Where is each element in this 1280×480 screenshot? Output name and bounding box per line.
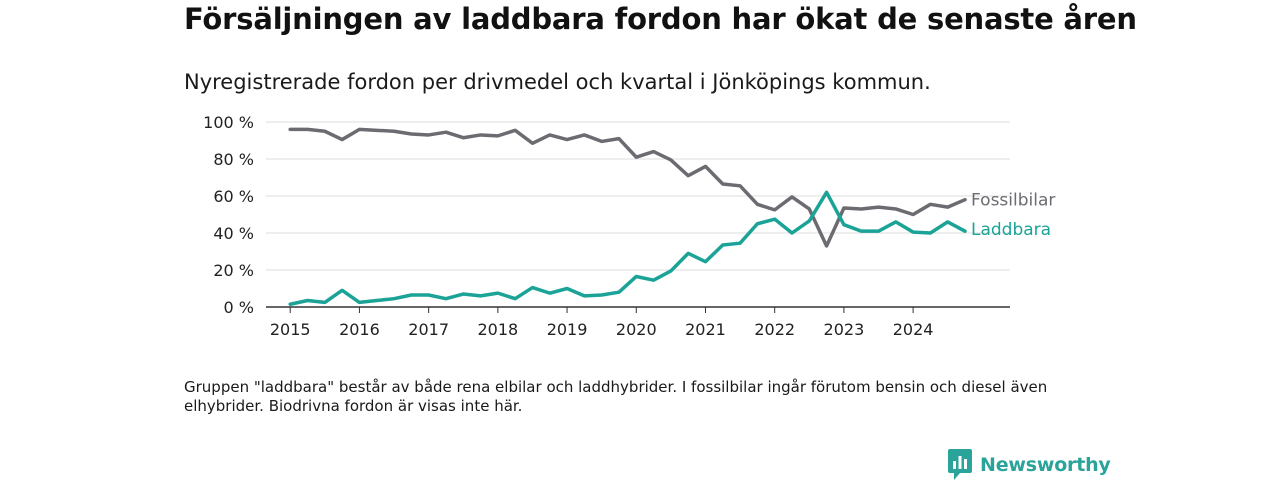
x-axis-ticks: 2015 2016 2017 2018 2019 2020 2021 2022 2023 2024 — [266, 306, 1010, 339]
series-label-fossilbilar: Fossilbilar — [971, 191, 1055, 211]
x-tick-label: 2020 — [616, 320, 657, 339]
y-tick-label: 40 % — [213, 224, 254, 243]
grid-lines — [266, 121, 1010, 271]
series-label-laddbara: Laddbara — [971, 220, 1051, 240]
x-tick-label: 2024 — [893, 320, 934, 339]
x-tick-label: 2023 — [824, 320, 865, 339]
x-tick-label: 2019 — [547, 320, 588, 339]
x-tick-label: 2015 — [270, 320, 311, 339]
brand-name: Newsworthy — [980, 453, 1111, 476]
y-tick-label: 80 % — [213, 150, 254, 169]
newsworthy-logo-icon — [948, 449, 972, 480]
brand-logo[interactable]: Newsworthy — [948, 449, 1111, 480]
x-tick-label: 2016 — [339, 320, 380, 339]
series-line-laddbara — [288, 190, 967, 306]
chart-subtitle: Nyregistrerade fordon per drivmedel och … — [184, 70, 931, 94]
series-line-fossilbilar — [288, 127, 967, 248]
y-axis-ticks: 0 % 20 % 40 % 60 % 80 % 100 % — [203, 113, 254, 317]
x-tick-label: 2021 — [685, 320, 726, 339]
footnote: Gruppen "laddbara" består av både rena e… — [184, 378, 1048, 415]
y-tick-label: 60 % — [213, 187, 254, 206]
chart-title: Försäljningen av laddbara fordon har öka… — [184, 2, 1137, 36]
y-tick-label: 0 % — [224, 298, 254, 317]
x-tick-label: 2017 — [408, 320, 449, 339]
x-tick-label: 2018 — [477, 320, 518, 339]
y-tick-label: 100 % — [203, 113, 254, 132]
series-lines — [288, 127, 967, 306]
series-labels: Fossilbilar Laddbara — [971, 191, 1055, 240]
x-tick-label: 2022 — [754, 320, 795, 339]
y-tick-label: 20 % — [213, 261, 254, 280]
